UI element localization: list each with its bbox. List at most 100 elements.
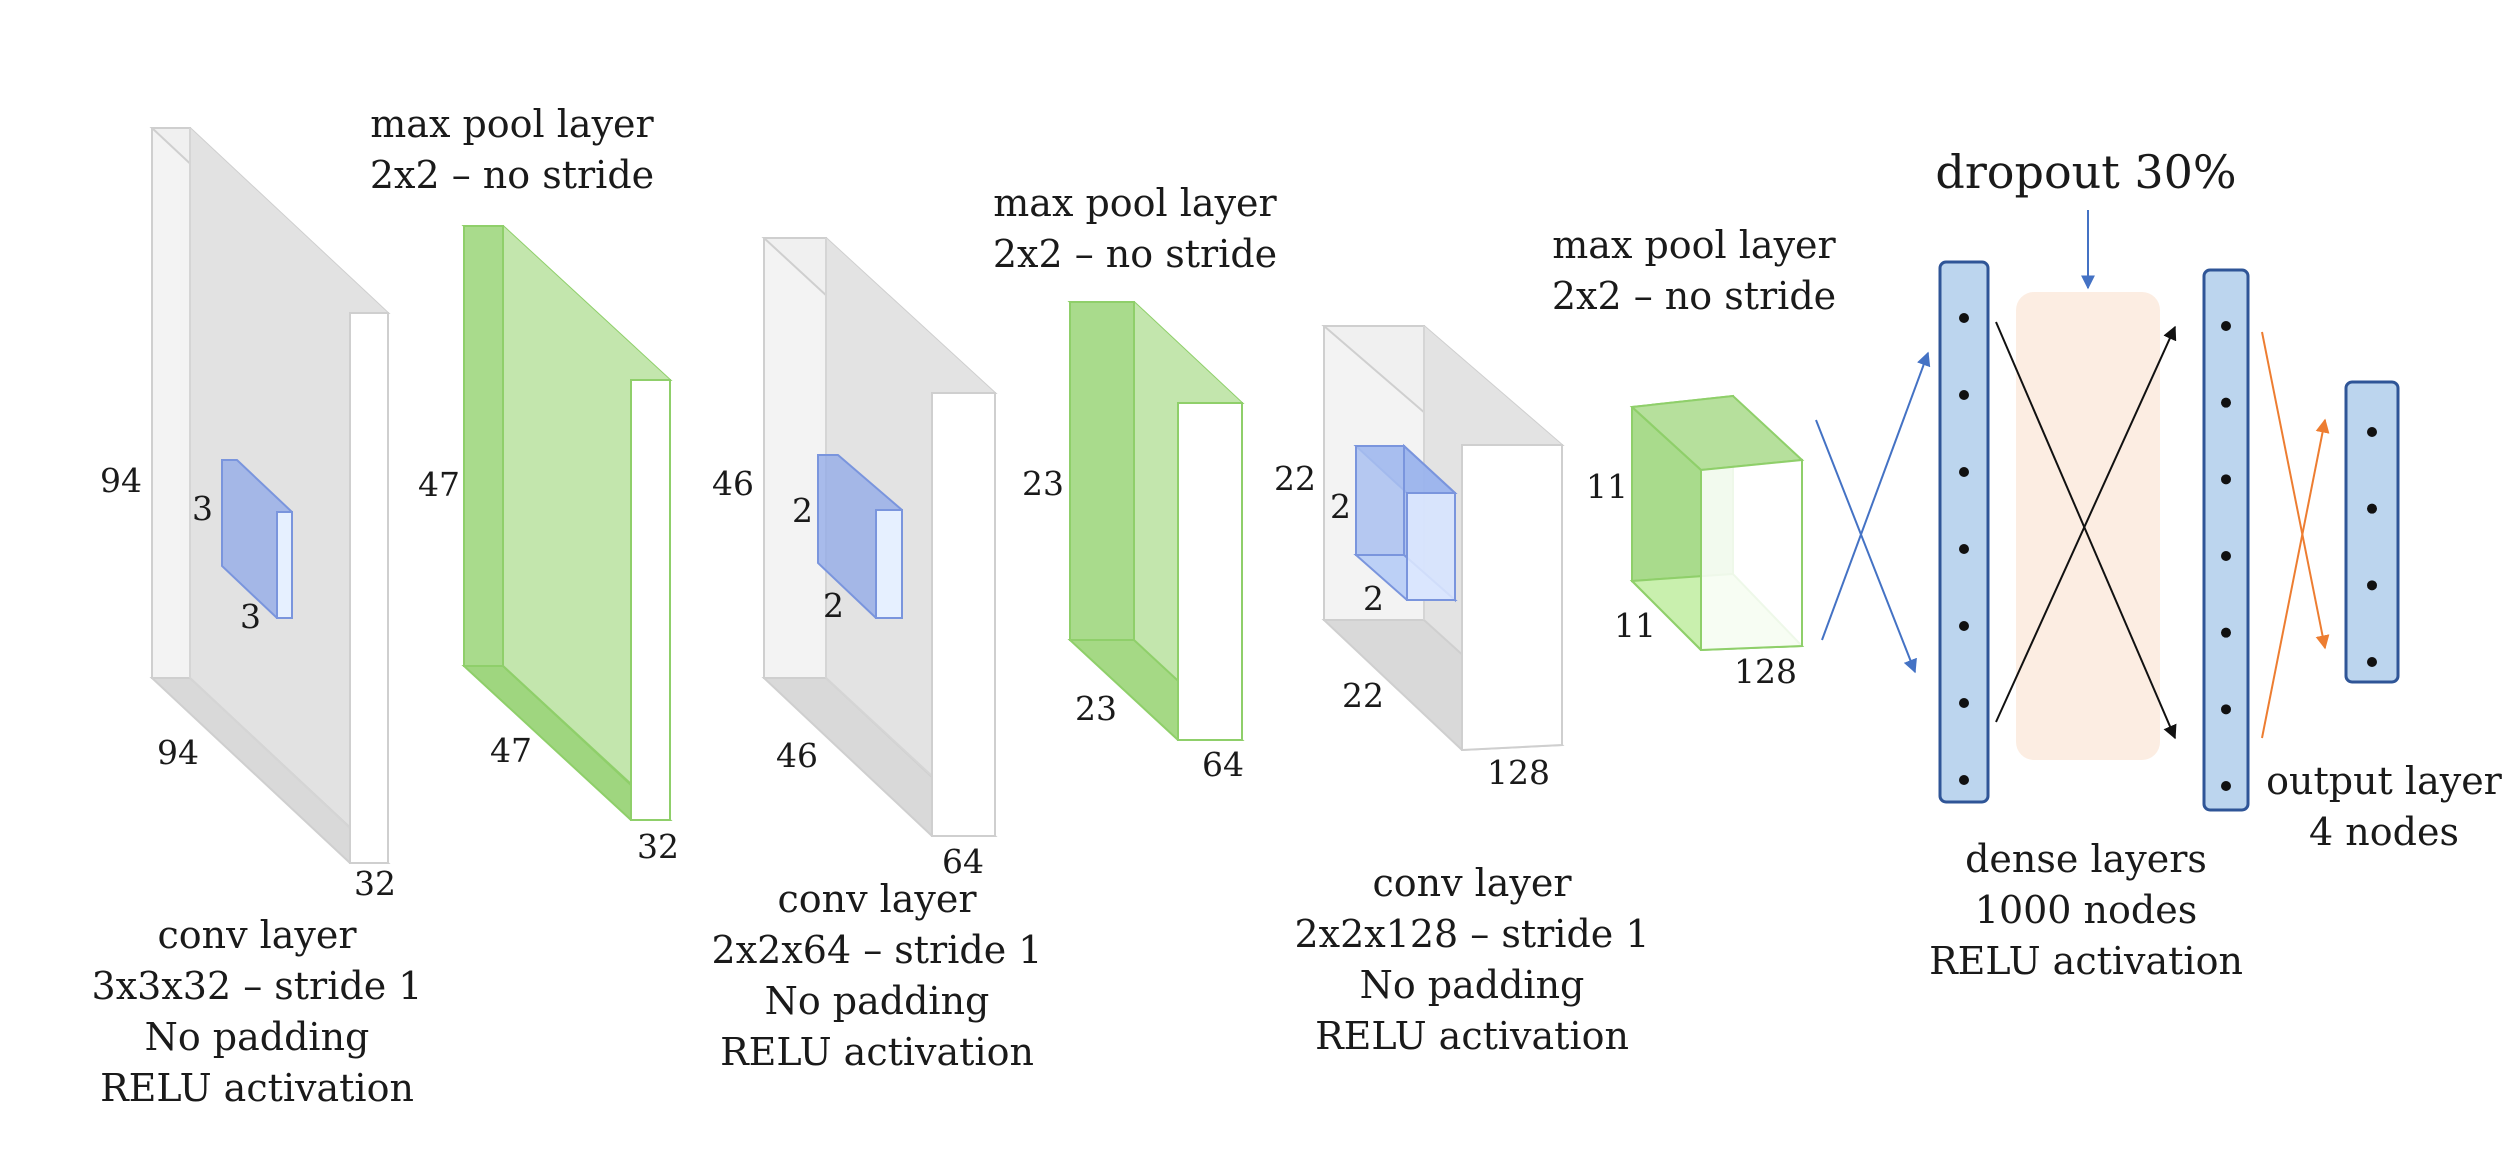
conv2-front-face [763, 237, 827, 679]
conv1-front-face [151, 127, 191, 679]
pool1-depth-label: 32 [637, 827, 679, 866]
dense-node [1959, 390, 1969, 400]
dense-caption-line2: 1000 nodes [1975, 888, 2197, 932]
pool2-block: 23 23 64 max pool layer 2x2 – no stride [993, 181, 1278, 784]
output-node [2367, 427, 2377, 437]
conv1-width-label: 94 [157, 733, 199, 772]
pool3-back-face [1700, 458, 1803, 652]
conv3-caption-line2: 2x2x128 – stride 1 [1294, 912, 1649, 956]
output-caption: output layer 4 nodes [2266, 759, 2503, 854]
pool1-block: 47 47 32 max pool layer 2x2 – no stride [370, 102, 679, 866]
dense-node [2221, 551, 2231, 561]
output-caption-line1: output layer [2266, 759, 2503, 803]
conv1-block: 94 94 32 3 3 conv layer 3x3x32 – stride … [92, 127, 423, 1110]
conv3-back-face [1461, 444, 1563, 752]
conv1-kernel-face [276, 511, 293, 619]
dense-node [2221, 474, 2231, 485]
pool1-height-label: 47 [418, 465, 460, 504]
pool1-caption-line2: 2x2 – no stride [370, 153, 654, 197]
pool3-caption: max pool layer 2x2 – no stride [1552, 223, 1837, 318]
dense-layer-2 [2202, 268, 2250, 812]
output-arrow-up [2261, 418, 2330, 739]
conv1-kernel-h-label: 3 [192, 489, 213, 528]
conv2-kernel-w-label: 2 [823, 586, 844, 625]
conv2-kernel-h-label: 2 [792, 491, 813, 530]
conv3-kernel-front [1355, 445, 1405, 556]
conv1-caption-line3: No padding [145, 1015, 370, 1059]
pool2-caption-line2: 2x2 – no stride [993, 232, 1277, 276]
pool3-width-label: 11 [1614, 606, 1656, 645]
dropout-label: dropout 30% [1935, 145, 2236, 199]
dense-node [2221, 627, 2231, 638]
dense-node [2221, 704, 2231, 715]
dense-arrow-up [1995, 325, 2177, 723]
pool1-side-face [464, 226, 670, 820]
conv2-caption-line2: 2x2x64 – stride 1 [712, 928, 1043, 972]
dense-node [1959, 544, 1969, 554]
output-layer-nodes [2367, 427, 2377, 667]
pool1-caption-line1: max pool layer [370, 102, 654, 146]
dense-node [1959, 467, 1969, 477]
dense-caption: dense layers 1000 nodes RELU activation [1929, 837, 2243, 983]
conv1-caption-line4: RELU activation [100, 1066, 414, 1110]
output-arrow-down [2261, 331, 2330, 650]
conv1-depth-label: 32 [354, 864, 396, 903]
pool1-front-face [463, 225, 504, 667]
conv3-depth-label: 128 [1487, 753, 1550, 792]
conv3-caption-line3: No padding [1360, 963, 1585, 1007]
conv1-height-label: 94 [100, 461, 142, 500]
dense-layer-1-nodes [1959, 313, 1969, 785]
conv1-caption-line1: conv layer [157, 913, 357, 957]
dense-layer-2-nodes [2221, 321, 2231, 791]
conv1-caption: conv layer 3x3x32 – stride 1 No padding … [92, 913, 423, 1110]
conv2-height-label: 46 [712, 464, 754, 503]
flatten-arrow-down [1815, 419, 1917, 674]
output-layer [2344, 380, 2400, 684]
dense-node [1959, 621, 1969, 631]
pool2-back-face [1177, 402, 1243, 741]
output-node [2367, 580, 2377, 591]
pool3-height-label: 11 [1586, 467, 1628, 506]
conv3-kernel-h-label: 2 [1330, 487, 1351, 526]
output-node [2367, 657, 2377, 667]
dropout-region [2016, 292, 2160, 760]
conv2-caption: conv layer 2x2x64 – stride 1 No padding … [712, 877, 1043, 1074]
conv3-caption: conv layer 2x2x128 – stride 1 No padding… [1294, 861, 1649, 1058]
conv3-kernel-face [1406, 492, 1456, 601]
dense-node [2221, 321, 2231, 331]
output-connections [2261, 331, 2330, 739]
conv3-height-label: 22 [1274, 459, 1316, 498]
dense-node [2221, 781, 2231, 791]
output-node [2367, 503, 2377, 514]
dense-node [2221, 397, 2231, 408]
conv2-caption-line3: No padding [765, 979, 990, 1023]
pool3-depth-label: 128 [1734, 652, 1797, 691]
dense-layer-1 [1938, 260, 1990, 804]
pool3-caption-line1: max pool layer [1552, 223, 1836, 267]
conv1-back-face [349, 312, 389, 864]
pool2-height-label: 23 [1022, 464, 1064, 503]
conv2-back-face [931, 392, 996, 837]
conv2-depth-label: 64 [942, 842, 984, 881]
pool1-width-label: 47 [490, 731, 532, 770]
pool1-back-face [630, 379, 671, 821]
flatten-connections [1815, 351, 1931, 674]
dense-node [1959, 313, 1969, 323]
dense-node [1959, 698, 1969, 708]
conv2-block: 46 46 64 2 2 conv layer 2x2x64 – stride … [712, 237, 1043, 1074]
pool2-caption: max pool layer 2x2 – no stride [993, 181, 1278, 276]
conv3-caption-line1: conv layer [1372, 861, 1572, 905]
conv1-kernel-w-label: 3 [240, 597, 261, 636]
conv3-kernel-w-label: 2 [1363, 579, 1384, 618]
pool2-depth-label: 64 [1202, 745, 1244, 784]
pool2-caption-line1: max pool layer [993, 181, 1277, 225]
conv2-kernel-face [875, 509, 903, 619]
conv2-width-label: 46 [776, 736, 818, 775]
conv1-caption-line2: 3x3x32 – stride 1 [92, 964, 423, 1008]
dense-arrow-down [1995, 321, 2177, 740]
conv3-block: 22 22 128 2 2 conv layer 2x2x128 – strid… [1274, 325, 1650, 1058]
pool2-front-face [1069, 301, 1135, 641]
pool1-caption: max pool layer 2x2 – no stride [370, 102, 655, 197]
dense-caption-line3: RELU activation [1929, 939, 2243, 983]
